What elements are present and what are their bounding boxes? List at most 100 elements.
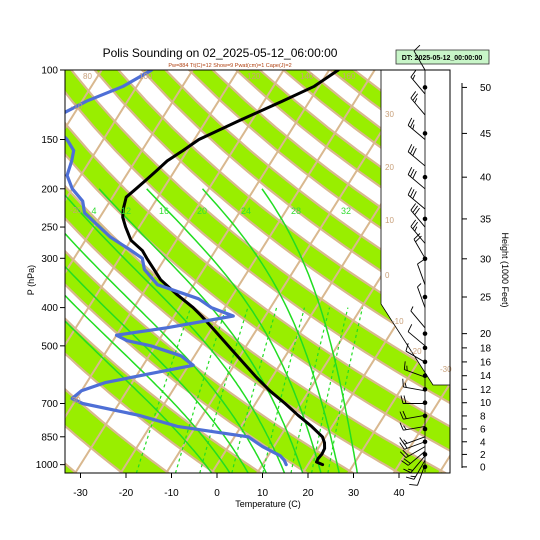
- moist-adiabat: [201, 188, 340, 473]
- wind-barb: [409, 464, 426, 486]
- wind-barb: [410, 203, 426, 228]
- wind-barb-flag: [413, 233, 421, 240]
- height-tick-label: 18: [480, 343, 492, 354]
- wind-barb-flag: [410, 203, 417, 211]
- x-tick-label: -20: [119, 488, 134, 499]
- wind-barb-flag: [414, 226, 418, 232]
- wind-barb-shaft: [407, 331, 426, 347]
- mixing-ratio-label: 12: [121, 206, 131, 216]
- height-marker: [422, 131, 428, 136]
- wind-barb-shaft: [407, 450, 426, 466]
- wind-barb-flag: [412, 170, 417, 179]
- mixing-ratio-label: 32: [341, 206, 351, 216]
- wind-barb-flag: [401, 460, 409, 466]
- isopleth-label: -30: [440, 365, 452, 374]
- x-axis-label: Temperature (C): [235, 499, 301, 509]
- height-tick-label: 6: [480, 424, 486, 435]
- height-marker: [422, 400, 428, 406]
- pressure-tick-label: 100: [41, 66, 58, 77]
- isopleth-label: -30: [69, 396, 81, 405]
- wind-barb-shaft: [413, 50, 426, 71]
- wind-barb-shaft: [410, 310, 426, 329]
- wind-barb-flag: [412, 93, 418, 101]
- dry-adiabat: [65, 184, 448, 473]
- isopleth-label: 100: [139, 72, 153, 81]
- moist-adiabat: [65, 320, 213, 473]
- wind-barb: [407, 187, 426, 210]
- isopleth-label: 10: [385, 216, 394, 225]
- wind-barb-flag: [407, 468, 413, 471]
- wind-barbs: [399, 44, 428, 486]
- wind-barb-shaft: [410, 226, 426, 244]
- x-tick-label: -10: [164, 488, 179, 499]
- mixing-ratio-line: [174, 307, 227, 473]
- height-marker: [422, 452, 428, 457]
- wind-barb-flag: [399, 451, 407, 458]
- dry-adiabat: [164, 70, 450, 295]
- wind-barb-flag: [410, 70, 417, 78]
- wind-barb-flag: [404, 382, 407, 388]
- wind-barb-shaft: [410, 97, 426, 116]
- wind-barb: [410, 70, 426, 95]
- isopleth-label: 140: [300, 72, 314, 81]
- wind-barb-flag: [399, 411, 404, 420]
- wind-barb-shaft: [404, 441, 426, 450]
- mixing-ratio-line: [262, 307, 306, 473]
- wind-barb-flag: [407, 187, 413, 196]
- wind-barb-shaft: [410, 209, 426, 228]
- height-tick-label: 14: [480, 371, 492, 382]
- isotherm: [347, 309, 450, 473]
- mixing-ratio-line: [290, 307, 331, 473]
- wind-barb-shaft: [407, 194, 426, 210]
- wind-barb-flag: [412, 148, 417, 156]
- dry-adiabat: [65, 121, 450, 428]
- wind-barb-shaft: [403, 425, 426, 431]
- height-tick-label: 4: [480, 437, 486, 448]
- right-axis-label: Height (1000 Feet): [500, 232, 510, 307]
- isotherm: [74, 70, 331, 473]
- mixing-ratio-label: 4: [91, 206, 96, 216]
- wind-barb: [413, 44, 426, 71]
- wind-barb-flag: [403, 425, 407, 430]
- height-tick-label: 50: [480, 83, 492, 94]
- wind-barb-flag: [403, 468, 412, 474]
- wind-barb: [407, 167, 426, 190]
- wind-barb-shaft: [407, 151, 426, 167]
- plot-frame: [64, 69, 451, 474]
- isopleth-label: -10: [392, 317, 404, 326]
- wind-barb: [399, 436, 426, 445]
- wind-barb-flag: [407, 144, 413, 152]
- height-tick-label: 12: [480, 385, 492, 396]
- chart-subtitle: Pw=884 Tt(C)=12 Show=9 Pwat(cm)=1 Cape(J…: [168, 63, 291, 69]
- pressure-tick-label: 250: [41, 223, 58, 234]
- wind-barb-flag: [407, 324, 413, 332]
- wind-barb-flag: [410, 306, 414, 312]
- moist-adiabat: [261, 188, 359, 473]
- wind-barb-shaft: [410, 76, 426, 95]
- isopleth-label: -20: [70, 206, 82, 215]
- pressure-tick-label: 500: [41, 341, 58, 352]
- isopleth-label: 20: [385, 163, 394, 172]
- x-tick-label: 40: [393, 488, 405, 499]
- height-marker: [422, 413, 428, 419]
- wind-barb-flag: [413, 44, 421, 52]
- wind-barb-flag: [410, 168, 415, 177]
- height-marker: [422, 174, 428, 180]
- mixing-ratio-line: [311, 307, 349, 473]
- wind-barb: [410, 91, 426, 116]
- dry-adiabat: [0, 32, 39, 481]
- dry-adiabat: [65, 90, 450, 405]
- wind-barb: [407, 324, 426, 347]
- wind-barb-flag: [399, 442, 405, 450]
- sounding-profiles: [65, 70, 340, 467]
- wind-barb-shaft: [403, 414, 426, 420]
- wind-barb-shaft: [413, 239, 426, 259]
- wind-barb-flag: [403, 361, 406, 370]
- wind-barb: [403, 361, 426, 378]
- isopleth-label: 120: [247, 72, 261, 81]
- height-marker: [422, 85, 428, 90]
- mixing-ratio-line: [327, 307, 364, 473]
- wind-barb-flag: [410, 146, 415, 154]
- dry-adiabat: [116, 70, 450, 337]
